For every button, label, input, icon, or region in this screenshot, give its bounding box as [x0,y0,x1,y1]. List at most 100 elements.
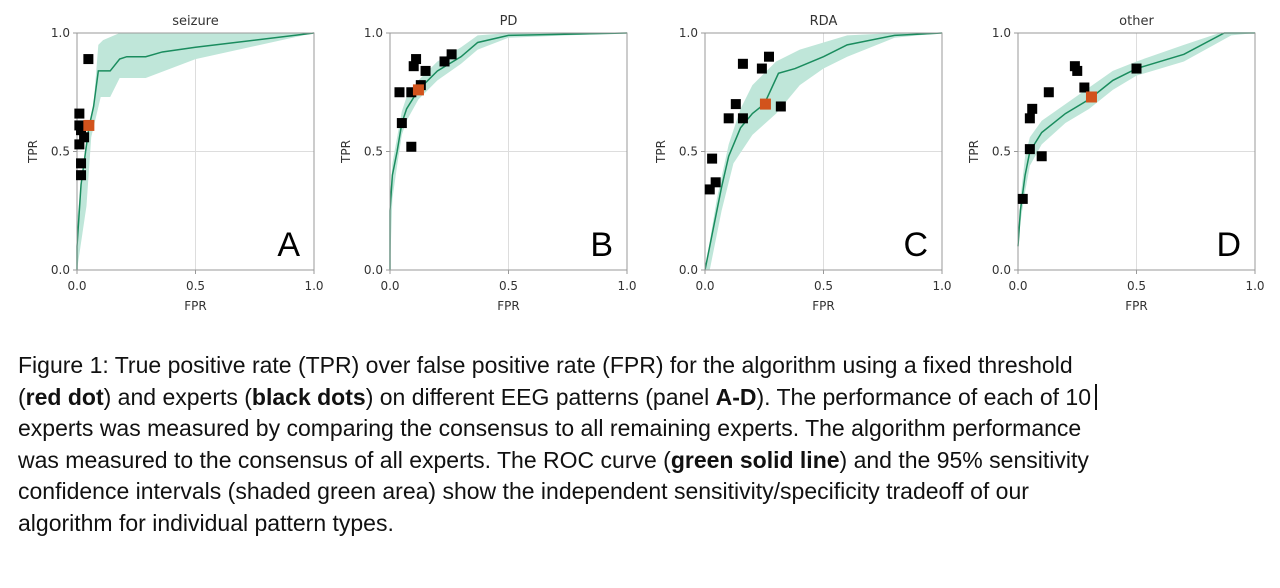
roc-panel-d: 0.0 0.5 1.0 0.0 0.5 1.0 other FPR TPR D [967,14,1265,313]
x-tick-label: 0.5 [499,279,518,293]
y-tick-label: 0.5 [992,145,1011,159]
expert-point [704,184,715,195]
caption-line: (red dot) and experts (black dots) on di… [18,382,1097,414]
expert-point [74,108,85,119]
expert-point [730,99,741,110]
panel-title: PD [500,14,518,29]
y-tick-label: 1.0 [364,26,383,40]
caption-text: experts was measured by comparing the co… [18,415,1082,441]
expert-point [74,139,85,150]
roc-figure: 0.0 0.5 1.0 0.0 0.5 1.0 seizure FPR TPR A 0.0 0.5 1.… [26,14,1265,313]
expert-point [1024,144,1035,155]
panel-title: RDA [810,14,838,29]
x-tick-label: 0.5 [1127,279,1146,293]
caption-text: algorithm for individual pattern types. [18,509,394,536]
caption-line: experts was measured by comparing the co… [18,413,1097,445]
expert-point [710,177,721,188]
expert-point [756,63,767,74]
x-axis-label: FPR [812,299,834,313]
x-tick-label: 0.0 [695,279,714,293]
caption-line: algorithm for individual pattern types. [18,508,1097,540]
expert-point [396,118,407,129]
expert-point [76,170,87,181]
panel-letter: B [590,226,613,264]
roc-panel-a: 0.0 0.5 1.0 0.0 0.5 1.0 seizure FPR TPR A [26,14,324,313]
algorithm-point [412,84,424,96]
caption-text: Figure 1: True positive rate (TPR) over … [18,352,1073,378]
roc-curve-line [1017,32,1255,247]
y-tick-label: 0.0 [51,263,70,277]
x-tick-label: 0.5 [814,279,833,293]
expert-point [83,54,94,65]
confidence-band [705,33,942,270]
y-axis-label: TPR [339,140,353,164]
text-cursor [1095,383,1097,410]
y-tick-label: 0.5 [51,145,70,159]
expert-point [1131,63,1142,74]
expert-point [1072,65,1083,76]
expert-point [1043,87,1054,98]
caption-line: Figure 1: True positive rate (TPR) over … [18,350,1097,382]
expert-point [763,51,774,62]
roc-panel-c: 0.0 0.5 1.0 0.0 0.5 1.0 RDA FPR TPR C [654,14,952,313]
y-tick-label: 0.0 [992,263,1011,277]
algorithm-point [83,119,95,131]
expert-point [723,113,734,124]
expert-point [707,153,718,164]
x-tick-label: 1.0 [617,279,636,293]
x-tick-label: 1.0 [304,279,323,293]
y-tick-label: 1.0 [679,26,698,40]
y-tick-label: 0.5 [364,145,383,159]
y-tick-label: 0.0 [364,263,383,277]
expert-point [1027,103,1038,114]
y-axis-label: TPR [654,140,668,164]
expert-point [420,65,431,76]
roc-curve-line [76,32,315,270]
caption-bold-text: green solid line [670,446,840,473]
expert-point [406,141,417,152]
x-tick-label: 0.0 [67,279,86,293]
y-tick-label: 1.0 [51,26,70,40]
caption-text: ( [18,383,26,410]
x-axis-label: FPR [1125,299,1147,313]
panel-letter: D [1216,226,1241,264]
caption-bold-text: black dots [251,383,366,410]
expert-point [394,87,405,98]
panel-title: seizure [172,14,219,29]
caption-text: confidence intervals (shaded green area)… [18,478,1029,504]
y-axis-label: TPR [26,140,40,164]
caption-text: ) and experts ( [103,383,252,410]
y-axis-label: TPR [967,140,981,164]
expert-point [446,49,457,60]
expert-point [1079,82,1090,93]
caption-text: was measured to the consensus of all exp… [18,446,671,473]
panel-title: other [1119,14,1154,29]
caption-line: was measured to the consensus of all exp… [18,445,1097,477]
expert-point [775,101,786,112]
roc-panel-b: 0.0 0.5 1.0 0.0 0.5 1.0 PD FPR TPR B [339,14,637,313]
x-tick-label: 1.0 [932,279,951,293]
caption-bold-text: red dot [25,383,104,410]
roc-curve-line [389,32,628,270]
expert-point [1017,193,1028,204]
x-tick-label: 0.5 [186,279,205,293]
confidence-band [77,33,314,270]
x-tick-label: 0.0 [380,279,399,293]
y-tick-label: 0.5 [679,145,698,159]
x-tick-label: 0.0 [1008,279,1027,293]
algorithm-point [1085,91,1097,103]
x-tick-label: 1.0 [1245,279,1264,293]
expert-point [439,56,450,67]
x-axis-label: FPR [184,299,206,313]
y-tick-label: 0.0 [679,263,698,277]
expert-point [408,61,419,72]
expert-point [1024,113,1035,124]
expert-point [737,113,748,124]
expert-point [76,125,87,136]
figure-caption: Figure 1: True positive rate (TPR) over … [18,350,1097,539]
algorithm-point [759,98,771,110]
y-tick-label: 1.0 [992,26,1011,40]
expert-point [411,54,422,65]
expert-point [406,87,417,98]
expert-point [737,58,748,69]
